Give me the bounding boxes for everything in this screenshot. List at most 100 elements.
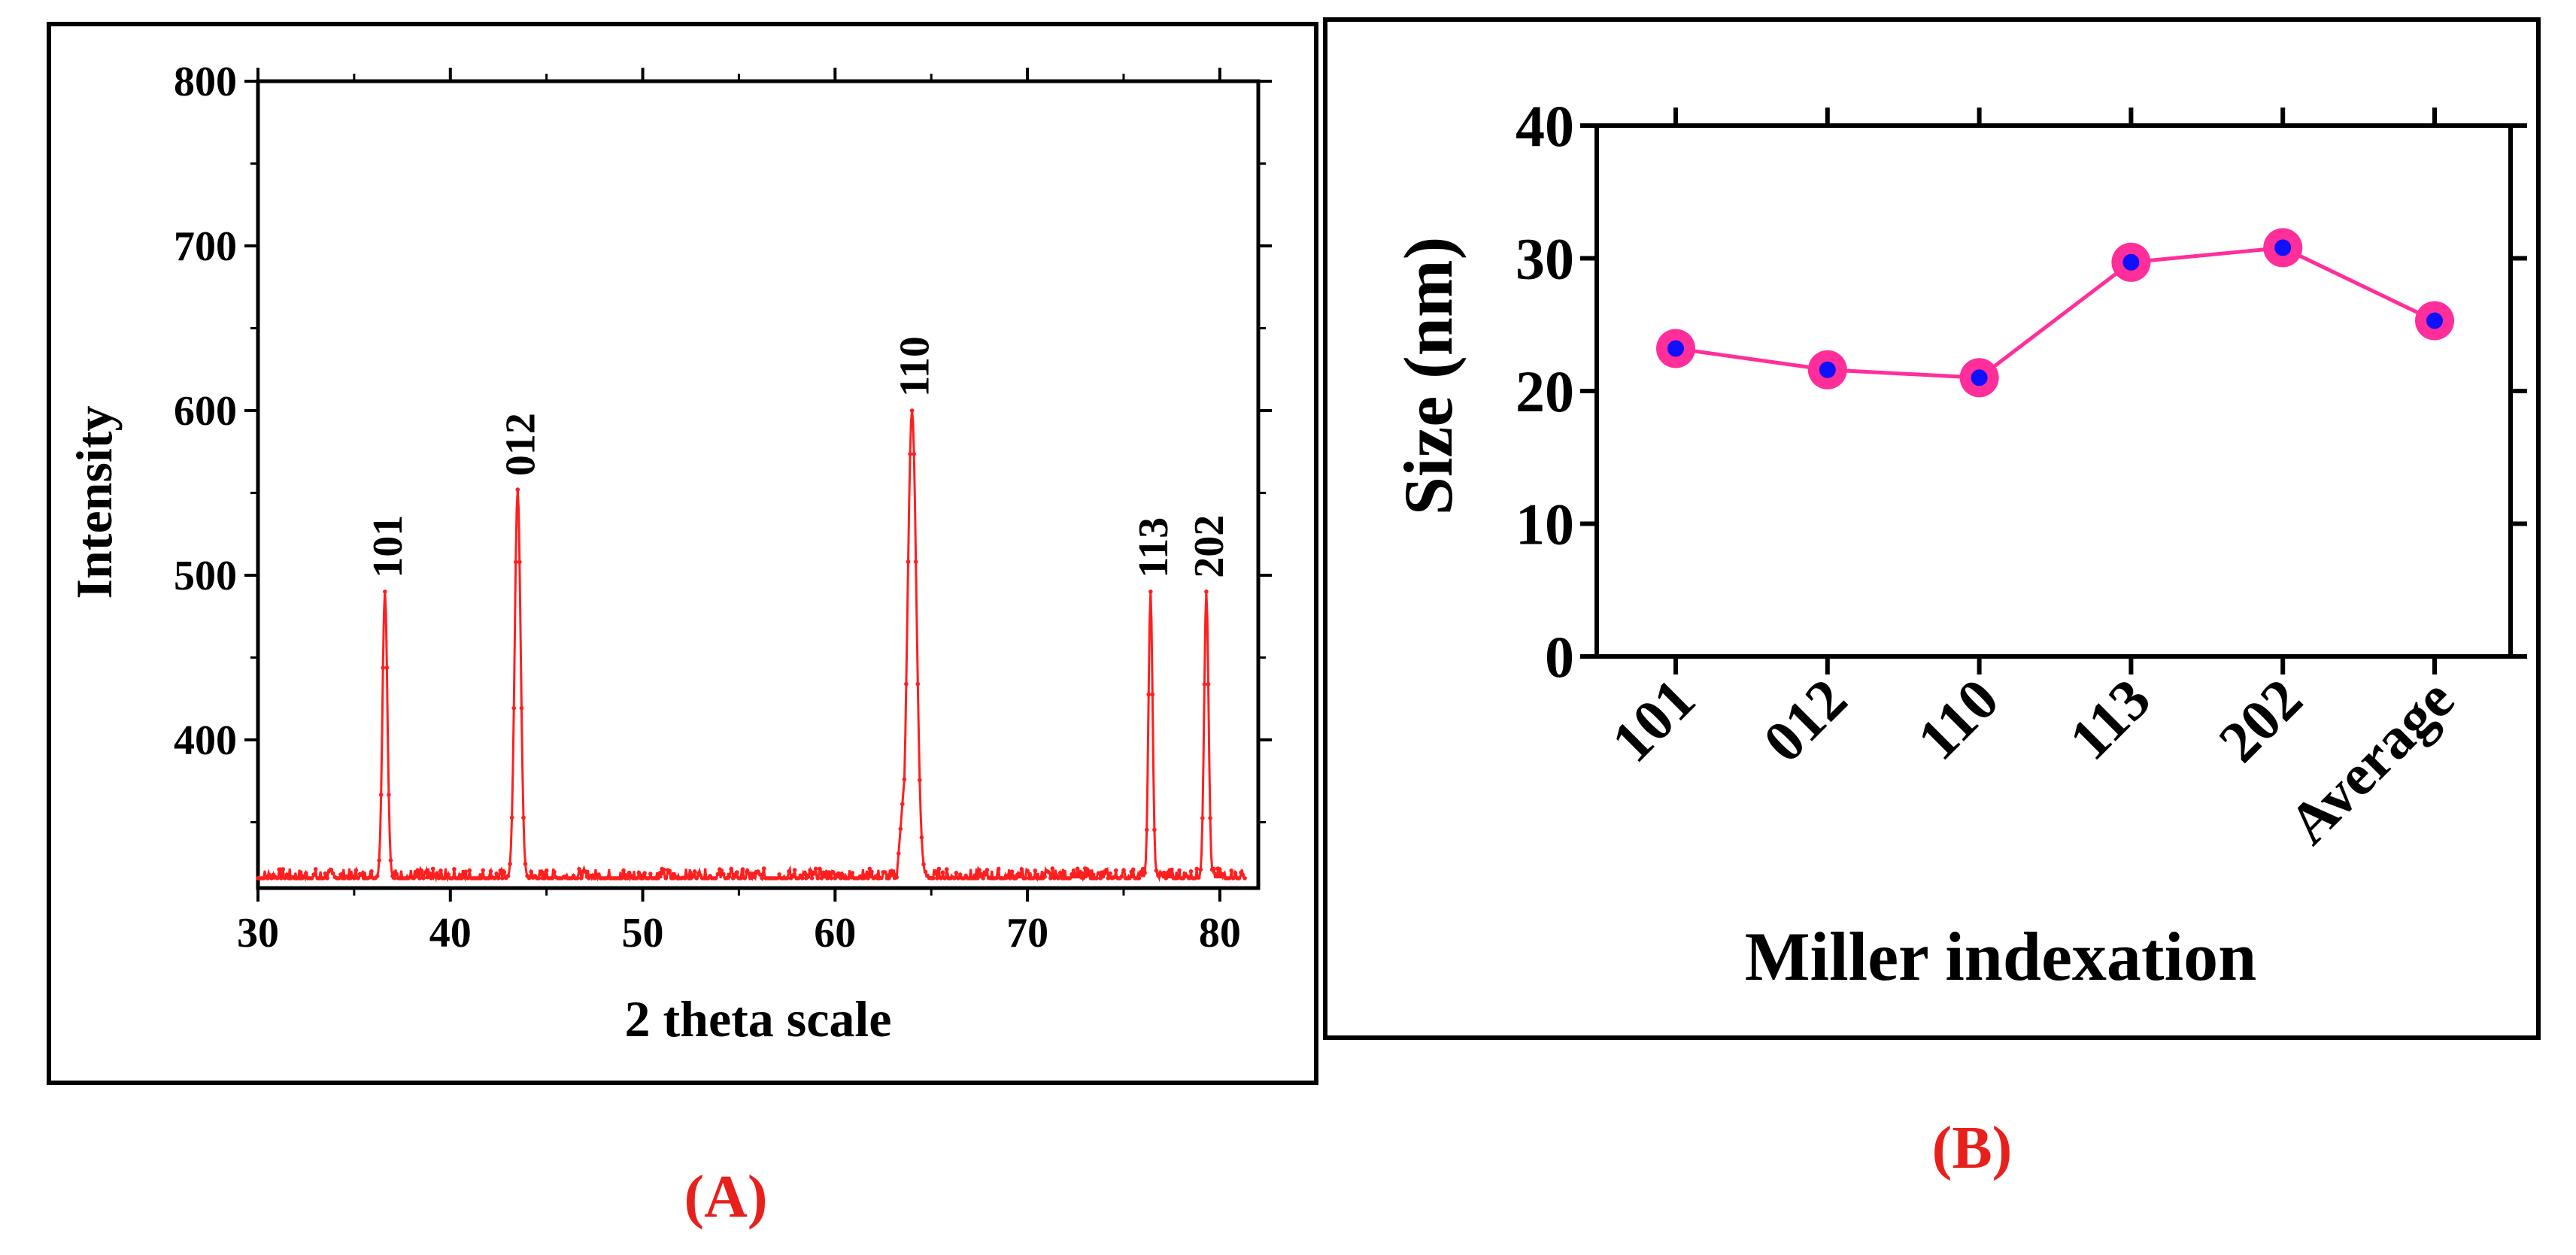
xrd-data-point [906, 559, 911, 564]
xrd-data-point [898, 826, 903, 831]
xrd-data-point [578, 876, 584, 881]
xrd-data-point [757, 872, 763, 877]
xrd-data-point [619, 876, 624, 881]
xrd-data-point [1150, 692, 1155, 697]
panel-a-y-tick-labels: 400 500 600 700 800 [174, 59, 237, 764]
xrd-data-point [500, 876, 505, 881]
xrd-data-point [735, 870, 739, 875]
xrd-data-point [1071, 868, 1076, 873]
xrd-data-point [478, 876, 484, 881]
x-tick-label: 40 [429, 910, 472, 956]
peak-label: 110 [892, 336, 939, 397]
xrd-data-point [1146, 692, 1151, 697]
panel-a: 30 40 50 60 70 80 400 500 600 700 800 101 012 110 11… [47, 22, 1318, 1230]
xrd-data-point [994, 875, 999, 881]
xrd-data-point [515, 487, 520, 492]
xrd-data-point [521, 815, 526, 820]
xrd-data-point [1139, 869, 1143, 875]
xrd-data-point [438, 868, 443, 873]
xrd-data-point [509, 815, 514, 820]
xrd-data-point [413, 872, 418, 878]
xrd-data-point [442, 876, 447, 881]
xrd-data-point [281, 867, 286, 872]
xrd-data-point [430, 866, 435, 872]
xrd-data-point [827, 870, 832, 875]
xrd-data-point [1094, 876, 1099, 881]
xrd-data-point [784, 876, 790, 881]
xrd-data-point [356, 876, 360, 881]
x-tick-label: 202 [2206, 666, 2314, 775]
y-tick-label: 30 [1516, 226, 1574, 292]
y-tick-label: 500 [174, 553, 237, 599]
xrd-data-point [517, 559, 522, 565]
xrd-data-point [800, 876, 805, 881]
xrd-data-point [377, 858, 381, 862]
panel-a-series [256, 408, 1247, 883]
xrd-data-point [742, 876, 747, 881]
xrd-data-point [1018, 871, 1022, 876]
xrd-data-point [275, 876, 280, 881]
xrd-data-point [384, 665, 390, 670]
xrd-data-point [577, 867, 581, 872]
xrd-data-point [529, 869, 533, 875]
peak-label: 113 [1130, 517, 1177, 578]
xrd-data-point [761, 866, 766, 871]
xrd-data-point [1048, 876, 1053, 881]
xrd-data-point [909, 408, 915, 413]
xrd-data-point [421, 876, 426, 881]
y-tick-label: 400 [174, 717, 237, 764]
size-data-point-center [2122, 253, 2140, 271]
xrd-data-point [336, 876, 341, 881]
xrd-data-point [1200, 816, 1205, 820]
xrd-data-point [1019, 867, 1024, 872]
xrd-data-point [902, 777, 907, 782]
xrd-data-point [302, 874, 307, 878]
xrd-data-point [915, 681, 921, 687]
xrd-data-point [415, 868, 420, 872]
xrd-data-point [812, 872, 816, 876]
xrd-data-point [463, 869, 468, 874]
x-tick-label: 60 [814, 910, 856, 956]
y-tick-label: 0 [1545, 624, 1574, 690]
xrd-data-point [1056, 876, 1060, 881]
xrd-data-point [375, 874, 380, 878]
xrd-data-point [825, 876, 830, 881]
xrd-data-point [369, 869, 374, 874]
xrd-data-point [730, 876, 736, 881]
panel-a-ticks [244, 68, 1272, 902]
xrd-data-point [1057, 871, 1063, 875]
xrd-data-point [321, 876, 326, 881]
xrd-data-point [936, 866, 942, 872]
xrd-data-point [627, 870, 632, 875]
xrd-data-point [863, 872, 868, 878]
xrd-data-point [1148, 590, 1153, 594]
xrd-data-point [388, 858, 393, 862]
xrd-data-point [330, 871, 335, 876]
xrd-data-point [729, 866, 733, 872]
xrd-data-point [721, 872, 726, 877]
panel-b-plot-area [1594, 123, 2513, 659]
xrd-data-point [417, 876, 422, 881]
xrd-data-point [313, 867, 318, 872]
xrd-data-point [900, 802, 905, 807]
xrd-data-point [423, 870, 428, 875]
xrd-data-point [979, 872, 984, 877]
xrd-data-point [752, 875, 757, 879]
xrd-data-point [829, 876, 833, 881]
xrd-data-point [392, 875, 397, 881]
xrd-data-point [698, 873, 703, 878]
xrd-data-point [461, 874, 466, 879]
xrd-data-point [1177, 868, 1182, 873]
xrd-data-point [583, 868, 587, 874]
xrd-data-point [1050, 866, 1055, 871]
xrd-data-point [930, 876, 936, 881]
xrd-data-point [1170, 867, 1174, 872]
xrd-data-point [452, 867, 457, 872]
panel-b-x-axis-label: Miller indexation [1745, 918, 2257, 995]
xrd-data-point [1196, 875, 1201, 880]
xrd-data-point [550, 876, 555, 881]
xrd-data-point [1030, 876, 1036, 881]
xrd-data-point [839, 876, 843, 881]
panel-b-frame [1323, 17, 2541, 1040]
xrd-data-point [1046, 870, 1051, 875]
